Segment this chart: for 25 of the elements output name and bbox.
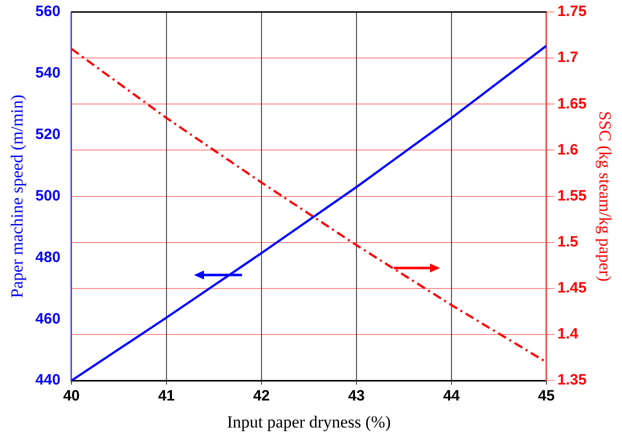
x-tick-label: 41 [158, 388, 175, 405]
y2-tick-label: 1.55 [557, 187, 587, 204]
x-tick-label: 44 [443, 388, 460, 405]
x-tick-label: 40 [63, 388, 80, 405]
y2-tick-label: 1.5 [557, 234, 578, 251]
y-tick-label: 480 [35, 248, 60, 266]
y-tick-label: 560 [35, 3, 60, 20]
y-tick-label: 440 [35, 372, 60, 389]
x-tick-label: 43 [348, 388, 365, 405]
y2-tick-label: 1.75 [557, 3, 587, 20]
y-tick-label: 460 [35, 310, 60, 328]
x-tick-label: 42 [253, 388, 270, 405]
x-tick-label: 45 [538, 388, 555, 405]
y2-tick-label: 1.6 [557, 141, 578, 158]
y2-axis-title: SSC (kg steam/kg paper) [595, 111, 614, 282]
y-axis-title: Paper machine speed (m/min) [8, 94, 27, 298]
y-tick-label: 520 [35, 126, 60, 144]
y-tick-label: 500 [35, 187, 60, 204]
y-tick-label: 540 [35, 64, 60, 82]
x-axis-title: Input paper dryness (%) [227, 412, 391, 432]
y2-tick-label: 1.4 [557, 326, 579, 343]
y2-tick-label: 1.65 [557, 95, 587, 112]
y2-tick-label: 1.35 [557, 372, 587, 389]
y2-tick-label: 1.45 [557, 280, 587, 297]
y2-tick-label: 1.7 [557, 49, 578, 66]
